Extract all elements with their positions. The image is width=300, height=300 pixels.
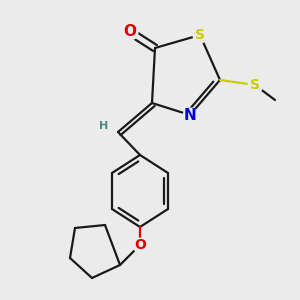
Text: H: H xyxy=(99,121,109,131)
Text: S: S xyxy=(250,78,260,92)
Text: S: S xyxy=(195,28,205,42)
Text: O: O xyxy=(134,238,146,252)
Text: O: O xyxy=(124,25,136,40)
Text: N: N xyxy=(184,107,196,122)
